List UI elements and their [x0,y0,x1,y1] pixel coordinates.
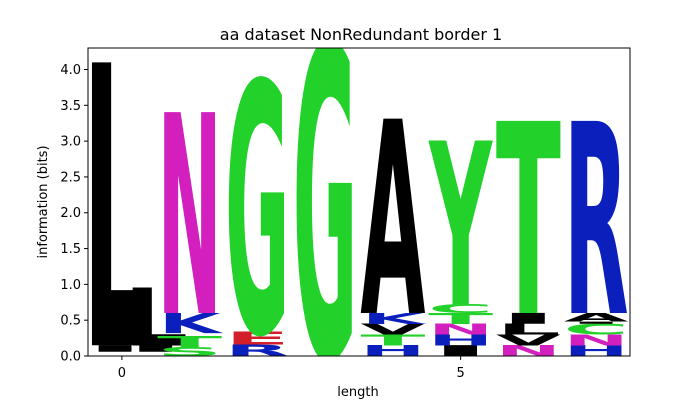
logo-letter-r: R [564,69,629,376]
y-tick-label: 0.0 [60,350,81,365]
logo-letter-t: T [428,310,494,327]
logo-letter-a: A [360,66,425,376]
y-axis-label: information (bits) [36,145,51,258]
logo-letter-v: V [360,321,425,338]
plot-frame [87,47,631,357]
x-axis-label: length [337,385,378,400]
y-tick-label: 2.5 [60,170,81,185]
logo-letter-i: I [564,321,629,324]
logo-letter-t: T [157,333,223,351]
y-axis: 0.0 0.5 1.0 1.5 2.0 2.5 3.0 3.5 4.0 [60,63,88,365]
logo-letter-t: T [360,332,426,349]
y-tick-label: 4.0 [60,63,81,78]
logo-letter-k: K [159,308,224,340]
logo-letter-h: H [564,342,629,359]
logo-letter-i: I [428,342,493,359]
y-tick-label: 3.0 [60,135,81,150]
logo-letter-y: Y [428,97,493,358]
logo-letter-i: I [123,343,188,353]
y-tick-label: 1.0 [60,278,81,293]
logo-letter-c: C [428,302,493,316]
logo-letter-l: L [496,321,561,338]
logo-letter-n: N [157,57,222,378]
logo-letter-e: E [225,328,290,349]
logo-letter-n: N [428,321,493,338]
logo-letter-s: S [157,345,222,359]
logo-letter-r: R [225,342,290,360]
y-tick-label: 2.0 [60,206,81,221]
logo-letter-c: C [564,321,629,338]
logo-letter-l: L [123,271,188,364]
logo-letter-v: V [496,332,561,349]
y-tick-label: 1.5 [60,242,81,257]
logo-letter-i: I [496,310,561,327]
logo-letter-t: T [496,68,561,375]
logo-letter-k: K [362,310,427,328]
y-tick-label: 0.5 [60,314,81,329]
logo-letter-n: N [496,342,561,359]
logo-letter-a: A [564,311,630,325]
logo-letter-h: H [428,332,493,349]
logo-letter-l: L [83,0,148,400]
chart-title: aa dataset NonRedundant border 1 [220,25,502,44]
x-tick-label: 0 [118,366,126,381]
logo-letter-g: G [225,12,290,400]
logo-letter-g: G [293,0,358,400]
x-tick-label: 5 [456,366,464,381]
y-tick-label: 3.5 [60,99,81,114]
logo-letter-i: I [83,343,148,353]
logo-letter-n: N [564,332,629,349]
logo-letter-h: H [360,342,425,359]
